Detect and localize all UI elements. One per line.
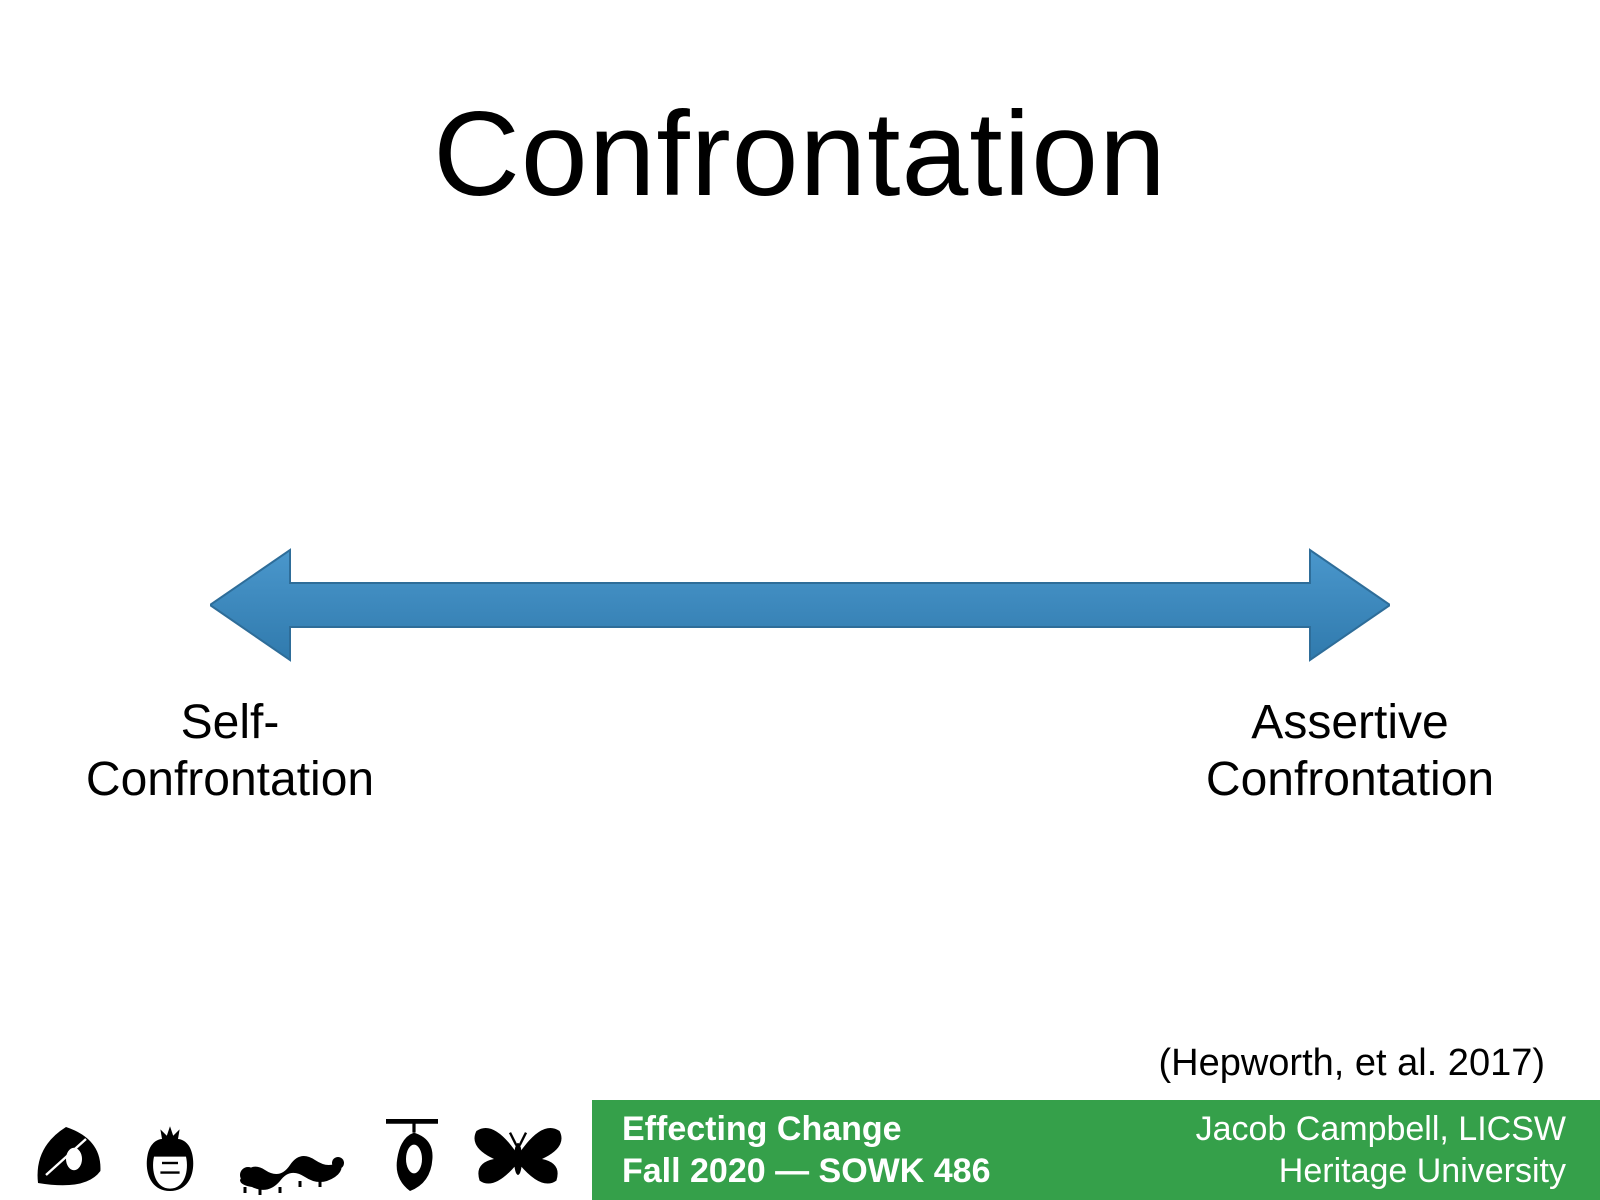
institution: Heritage University xyxy=(1196,1150,1566,1193)
larva-icon xyxy=(230,1115,350,1195)
spectrum-arrow xyxy=(210,545,1390,665)
slide: Confrontation Self-Confrontation Asserti… xyxy=(0,0,1600,1200)
footer-author: Jacob Campbell, LICSW Heritage Universit… xyxy=(1196,1108,1566,1193)
leaf-icon xyxy=(30,1115,110,1195)
pupa-icon xyxy=(370,1115,450,1195)
metamorphosis-icons xyxy=(30,1100,566,1195)
course-title: Effecting Change xyxy=(622,1108,991,1151)
citation: (Hepworth, et al. 2017) xyxy=(1158,1042,1545,1085)
egg-icon xyxy=(130,1115,210,1195)
author-name: Jacob Campbell, LICSW xyxy=(1196,1108,1566,1151)
slide-title: Confrontation xyxy=(0,85,1600,223)
footer-bar: Effecting Change Fall 2020 — SOWK 486 Ja… xyxy=(592,1100,1600,1200)
course-sub: Fall 2020 — SOWK 486 xyxy=(622,1150,991,1193)
butterfly-icon xyxy=(470,1115,566,1195)
spectrum-left-label: Self-Confrontation xyxy=(40,695,420,808)
footer-course: Effecting Change Fall 2020 — SOWK 486 xyxy=(622,1108,991,1193)
spectrum-right-label: AssertiveConfrontation xyxy=(1140,695,1560,808)
footer: Effecting Change Fall 2020 — SOWK 486 Ja… xyxy=(0,1100,1600,1200)
